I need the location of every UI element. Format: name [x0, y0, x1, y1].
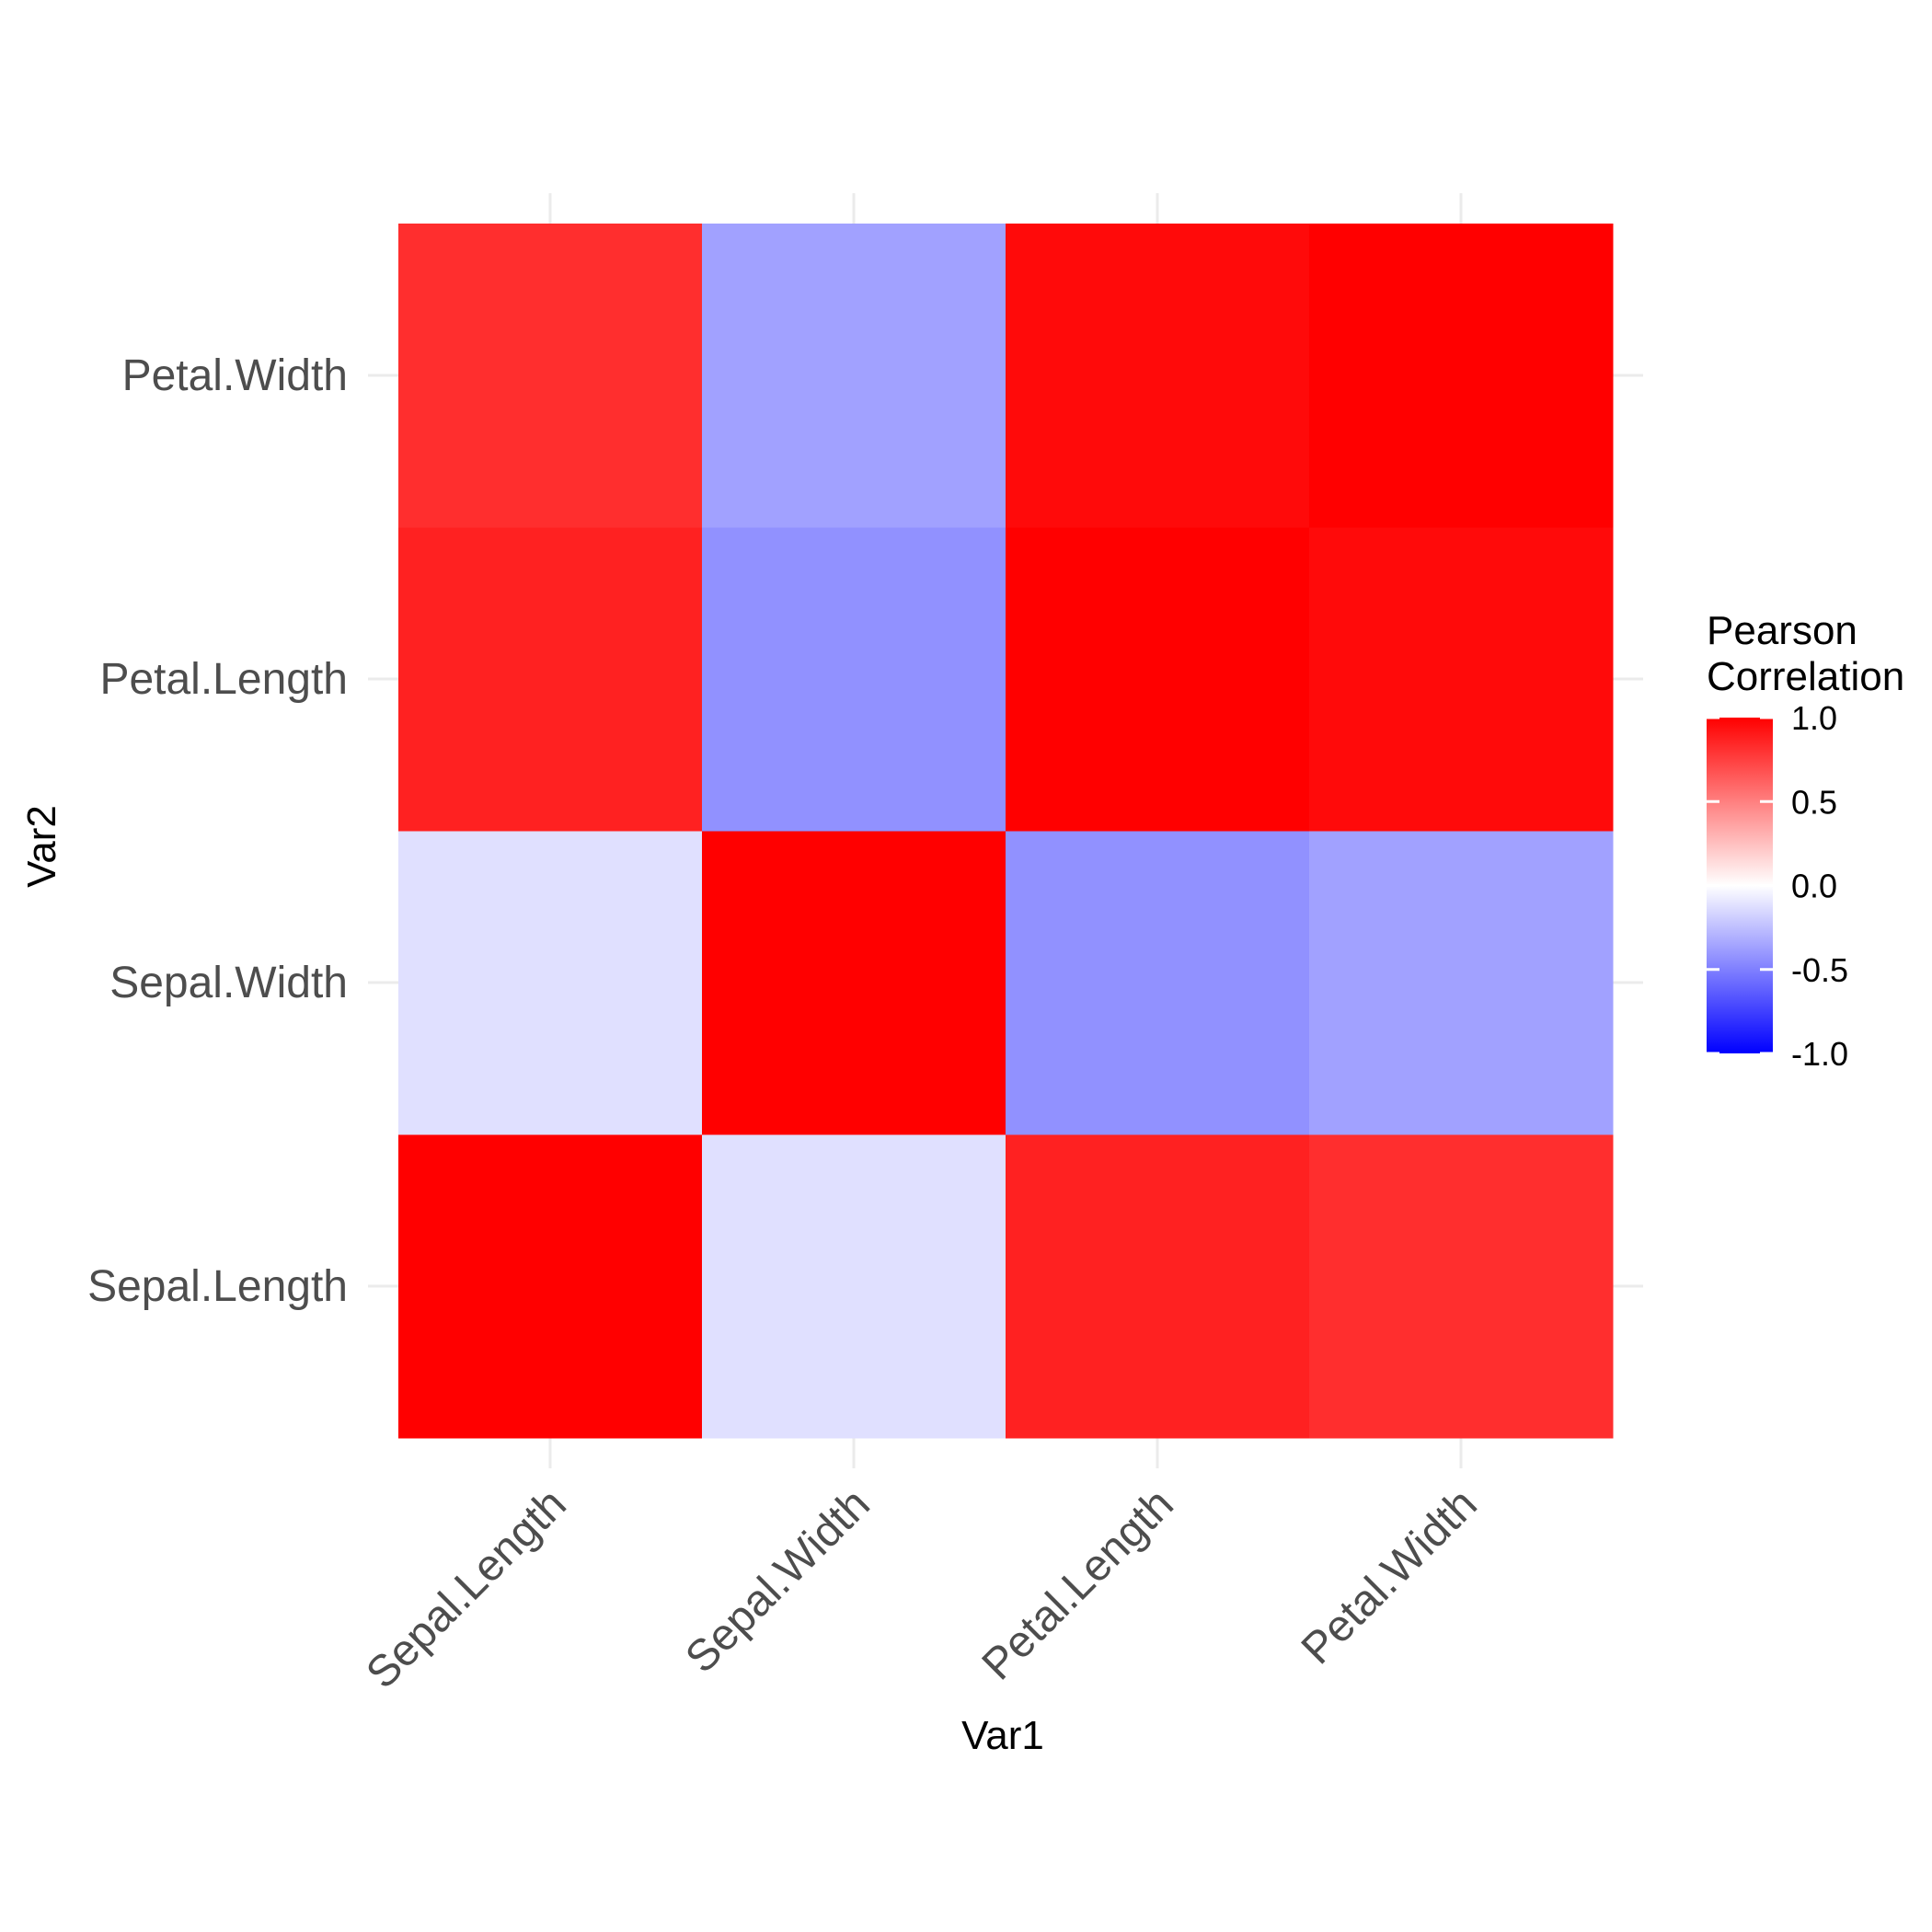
- heatmap-cell: [702, 831, 1006, 1135]
- legend-tick-label: -1.0: [1791, 1035, 1848, 1073]
- heatmap-cell: [1006, 527, 1310, 832]
- y-tick-label: Petal.Width: [122, 351, 348, 400]
- x-tick-label: Sepal.Width: [676, 1479, 879, 1682]
- heatmap-cell: [1309, 224, 1614, 528]
- x-tick-label: Petal.Length: [973, 1479, 1183, 1689]
- x-tick-label: Sepal.Length: [357, 1479, 576, 1698]
- heatmap-cell: [398, 224, 703, 528]
- heatmap-cell: [398, 831, 703, 1135]
- y-tick-label: Petal.Length: [99, 655, 348, 704]
- heatmap-cell: [398, 1134, 703, 1439]
- heatmap-tiles: [398, 224, 1614, 1439]
- heatmap-cell: [398, 527, 703, 832]
- legend-tick-label: -0.5: [1791, 951, 1848, 989]
- legend-tick-label: 0.5: [1791, 783, 1837, 821]
- heatmap-cell: [1309, 527, 1614, 832]
- heatmap-cell: [1309, 831, 1614, 1135]
- y-tick-labels: Sepal.Length Sepal.Width Petal.Length Petal…: [87, 351, 348, 1311]
- heatmap-cell: [702, 527, 1006, 832]
- heatmap-cell: [1309, 1134, 1614, 1439]
- y-axis-title: Var2: [19, 805, 64, 888]
- heatmap-cell: [702, 1134, 1006, 1439]
- legend-tick-label: 0.0: [1791, 868, 1837, 905]
- y-tick-label: Sepal.Width: [109, 959, 348, 1007]
- heatmap-cell: [1006, 1134, 1310, 1439]
- y-tick-label: Sepal.Length: [87, 1262, 348, 1311]
- x-tick-label: Petal.Width: [1293, 1479, 1487, 1673]
- x-axis-title: Var1: [961, 1713, 1044, 1758]
- legend: Pearson Correlation 1.0 0.5 0.0 -0.5 -1.0: [1707, 608, 1904, 1073]
- heatmap-cell: [1006, 831, 1310, 1135]
- heatmap-cell: [1006, 224, 1310, 528]
- legend-ticks: 1.0 0.5 0.0 -0.5 -1.0: [1707, 699, 1848, 1073]
- x-tick-labels: Sepal.Length Sepal.Width Petal.Length Petal…: [357, 1479, 1487, 1698]
- heatmap-cell: [702, 224, 1006, 528]
- legend-title-line-2: Correlation: [1707, 654, 1904, 699]
- legend-title-line-1: Pearson: [1707, 608, 1857, 653]
- legend-tick-label: 1.0: [1791, 699, 1837, 737]
